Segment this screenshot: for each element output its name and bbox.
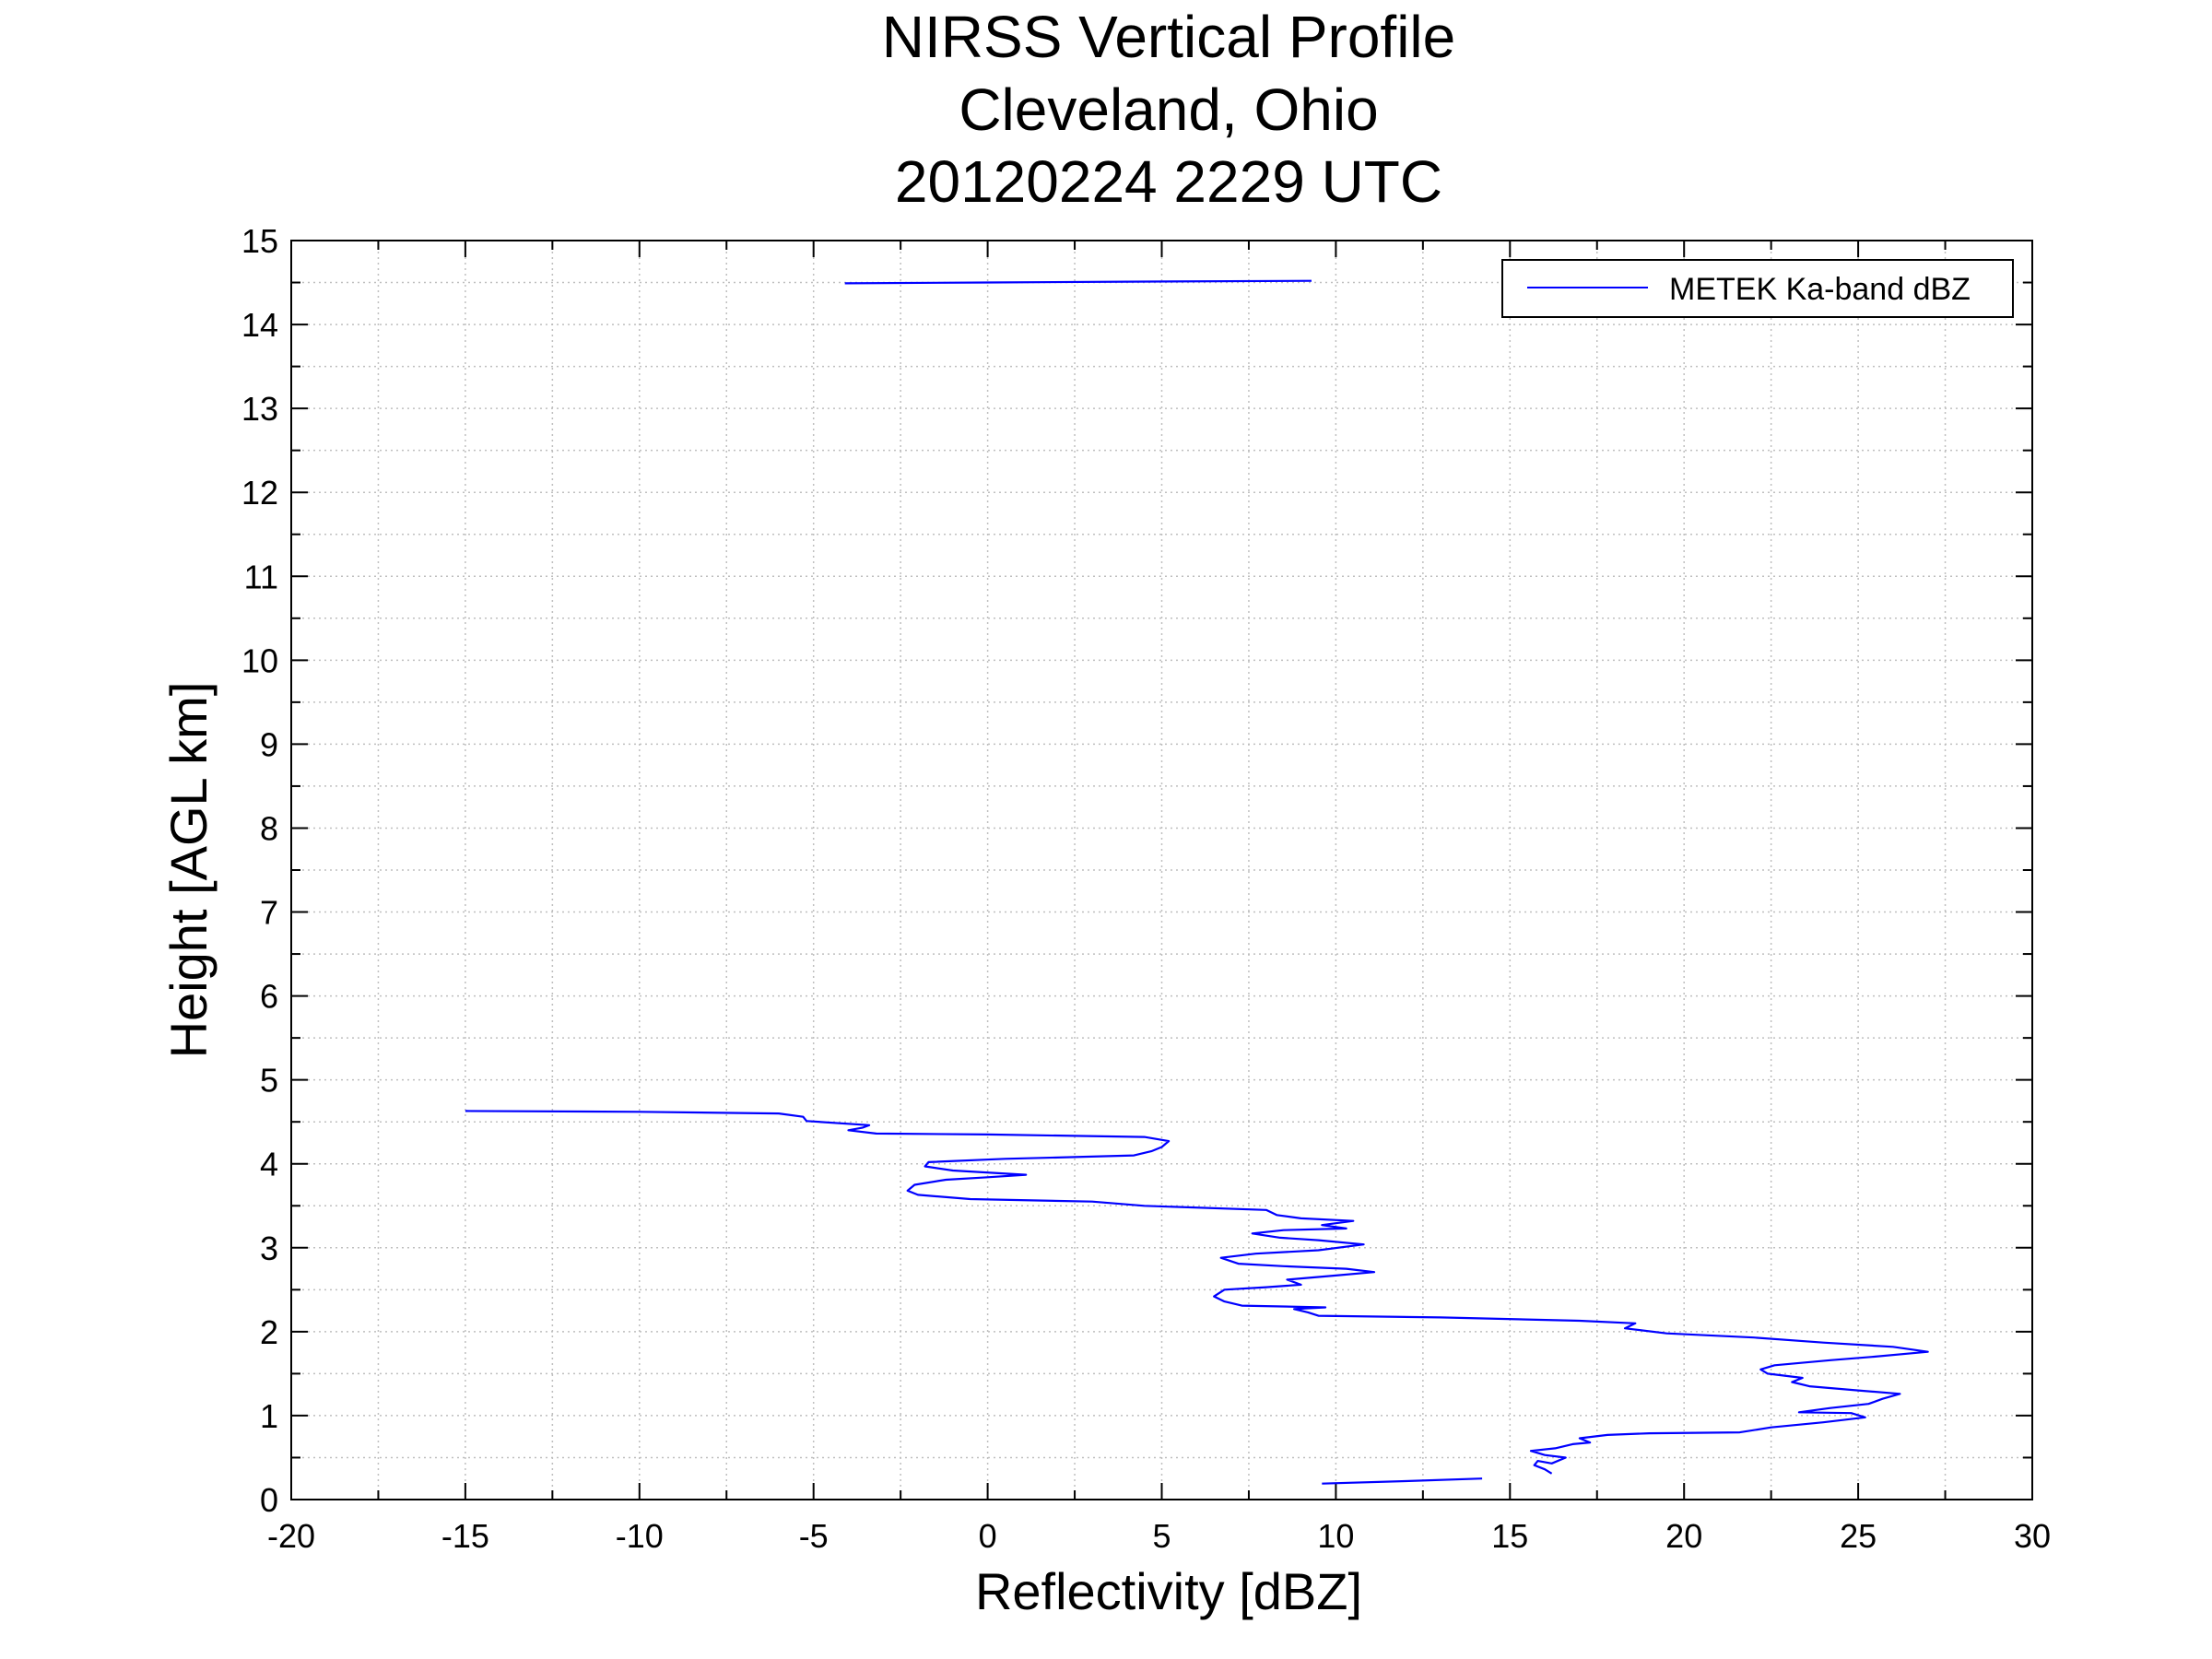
y-tick-label: 11	[244, 558, 278, 595]
x-tick-label: -10	[616, 1517, 664, 1555]
y-tick-label: 14	[241, 306, 278, 344]
x-tick-label: -5	[799, 1517, 829, 1555]
title-line-3: 20120224 2229 UTC	[895, 148, 1442, 215]
y-tick-label: 12	[241, 474, 278, 512]
x-tick-label: 10	[1317, 1517, 1354, 1555]
y-tick-label: 9	[260, 725, 278, 763]
x-tick-label: -15	[441, 1517, 489, 1555]
y-tick-label: 4	[260, 1146, 278, 1183]
x-tick-label: 25	[1840, 1517, 1877, 1555]
axis-ticks	[290, 240, 2033, 1500]
x-axis-tick-labels: -20 -15 -10 -5 0 5 10 15 20 25 30	[267, 1517, 2051, 1555]
chart-title: NIRSS Vertical Profile Cleveland, Ohio 2…	[882, 4, 1455, 215]
y-tick-label: 2	[260, 1313, 278, 1351]
x-axis-label: Reflectivity [dBZ]	[975, 1562, 1362, 1620]
y-tick-label: 6	[260, 978, 278, 1016]
legend: METEK Ka-band dBZ	[1501, 259, 2014, 318]
x-tick-label: -20	[267, 1517, 315, 1555]
y-tick-label: 15	[241, 222, 278, 260]
y-tick-label: 5	[260, 1062, 278, 1100]
x-tick-label: 5	[1152, 1517, 1171, 1555]
y-tick-label: 0	[260, 1481, 278, 1519]
x-tick-label: 30	[2014, 1517, 2051, 1555]
y-tick-label: 13	[241, 390, 278, 428]
x-tick-label: 0	[979, 1517, 997, 1555]
x-tick-label: 15	[1491, 1517, 1528, 1555]
series-lines	[465, 279, 1929, 1485]
title-line-2: Cleveland, Ohio	[959, 76, 1378, 143]
y-tick-label: 10	[241, 641, 278, 679]
y-tick-label: 8	[260, 809, 278, 847]
y-axis-label: Height [AGL km]	[159, 682, 218, 1059]
series-line-segment	[465, 1110, 1929, 1475]
y-tick-label: 1	[260, 1397, 278, 1435]
y-tick-label: 7	[260, 894, 278, 932]
series-line-segment	[1322, 1477, 1483, 1485]
series-line-segment	[844, 279, 1312, 285]
legend-entry-label: METEK Ka-band dBZ	[1669, 272, 1971, 307]
x-tick-label: 20	[1665, 1517, 1702, 1555]
y-tick-label: 3	[260, 1230, 278, 1267]
title-line-1: NIRSS Vertical Profile	[882, 4, 1455, 70]
